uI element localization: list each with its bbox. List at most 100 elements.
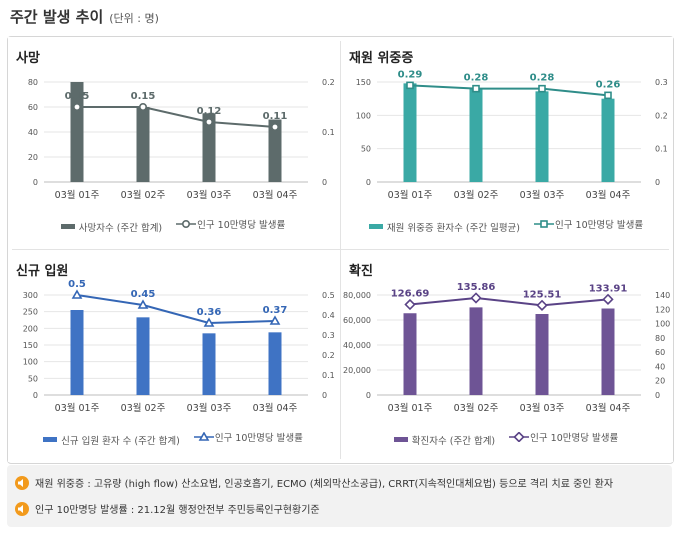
data-label: 0.29 [398, 69, 423, 80]
y-tick-label-left: 300 [23, 291, 38, 300]
y-tick-label-left: 100 [356, 111, 371, 120]
legend-line-swatch [193, 432, 214, 441]
rate-line [409, 84, 609, 97]
line-point [205, 118, 214, 127]
rate-line [77, 106, 276, 128]
legend-line-label: 인구 10만명당 발생률 [555, 220, 644, 231]
bar [535, 91, 549, 182]
legend-line-swatch [534, 220, 555, 228]
data-label: 0.45 [131, 289, 156, 300]
y-tick-label-right: 0.2 [655, 111, 668, 120]
rate-line [409, 296, 609, 307]
y-tick-label-left: 50 [28, 374, 38, 383]
legend-bar-item: 확진자수 (주간 합계) [393, 433, 495, 447]
footnote-text: 재원 위중증 : 고유량 (high flow) 산소요법, 인공호흡기, EC… [35, 479, 614, 490]
bar [601, 308, 615, 395]
line-point [472, 84, 480, 93]
y-tick-label-right: 40 [655, 362, 665, 371]
y-tick-label-right: 0.5 [322, 291, 335, 300]
legend-bar-item: 신규 입원 환자 수 (주간 합계) [43, 433, 180, 447]
speaker-icon [15, 501, 29, 516]
y-tick-label-left: 50 [361, 145, 371, 154]
x-tick-label: 03월 04주 [586, 402, 631, 414]
data-label: 0.12 [197, 106, 222, 117]
y-tick-label-left: 80,000 [343, 291, 371, 300]
legend-line-item: 인구 10만명당 발생률 [175, 217, 285, 231]
chart-legend: 사망자수 (주간 합계) 인구 10만명당 발생률 [8, 217, 338, 234]
line-point [203, 317, 215, 327]
y-tick-label-right: 0.2 [322, 78, 335, 87]
x-tick-label: 03월 02주 [121, 189, 166, 201]
y-tick-label-left: 20 [28, 153, 38, 162]
y-tick-label-left: 20,000 [343, 366, 371, 375]
line-point [604, 91, 612, 100]
x-tick-label: 03월 04주 [253, 189, 298, 201]
page-title: 주간 발생 추이 (단위 : 명) [10, 6, 159, 27]
chart-legend: 신규 입원 환자 수 (주간 합계) 인구 10만명당 발생률 [8, 430, 338, 447]
data-label: 135.86 [457, 282, 496, 293]
data-label: 0.26 [596, 79, 621, 90]
legend-line-swatch [176, 219, 197, 229]
legend-line-marker [513, 432, 525, 442]
legend-line-label: 인구 10만명당 발생률 [214, 433, 303, 444]
y-tick-label-right: 0 [322, 178, 327, 187]
line-point [404, 298, 416, 311]
line-point [270, 123, 279, 132]
divider-horizontal [12, 249, 669, 250]
y-tick-label-left: 60,000 [343, 316, 371, 325]
line-point [470, 292, 482, 304]
legend-line-label: 인구 10만명당 발생률 [197, 220, 286, 231]
y-tick-label-left: 0 [366, 391, 371, 400]
bar [535, 314, 549, 395]
x-tick-label: 03월 02주 [454, 402, 499, 414]
x-tick-label: 03월 03주 [187, 402, 232, 414]
legend-bar-item: 재원 위중증 환자수 (주간 일평균) [368, 220, 520, 234]
legend-line-marker [182, 219, 191, 229]
y-tick-label-right: 100 [655, 320, 670, 329]
data-label: 0.15 [65, 91, 90, 102]
line-point [71, 289, 83, 299]
x-tick-label: 03월 02주 [121, 402, 166, 414]
legend-line-label: 인구 10만명당 발생률 [530, 433, 619, 444]
line-point [137, 299, 149, 309]
y-tick-label-left: 60 [28, 103, 38, 112]
x-tick-label: 03월 04주 [586, 189, 631, 201]
y-tick-label-right: 0.1 [322, 371, 335, 380]
bar [601, 98, 615, 182]
data-label: 0.15 [131, 91, 156, 102]
legend-line-item: 인구 10만명당 발생률 [508, 430, 618, 444]
legend-bar-item: 사망자수 (주간 합계) [60, 220, 162, 234]
y-tick-label-left: 0 [366, 178, 371, 187]
bar [268, 119, 282, 182]
legend-bar-swatch [60, 224, 75, 229]
legend-bar-label: 신규 입원 환자 수 (주간 합계) [61, 435, 180, 447]
speaker-icon [15, 475, 29, 490]
data-label: 0.28 [464, 73, 489, 84]
data-label: 126.69 [391, 289, 430, 300]
x-tick-label: 03월 03주 [187, 189, 232, 201]
y-tick-label-right: 60 [655, 348, 665, 357]
line-point [602, 293, 614, 305]
chart-title: 확진 [349, 264, 373, 279]
legend-bar-swatch [43, 437, 58, 442]
y-tick-label-right: 0 [655, 178, 660, 187]
chart-svg: 0 20,000 40,000 60,000 80,000 0 20 40 60 80 100 120… [343, 282, 670, 414]
charts-container: 사망 0 20 40 60 80 0 0.1 0.2 03월 01주 03월 02주 03월 03주… [7, 36, 674, 464]
data-label: 0.28 [530, 73, 555, 84]
y-tick-label-right: 140 [655, 291, 670, 300]
bar [136, 107, 150, 182]
y-tick-label-right: 0.4 [322, 311, 335, 320]
x-tick-label: 03월 03주 [520, 402, 565, 414]
chart-panel-admissions: 신규 입원 0 50 100 150 200 250 300 0 0.1 0.2 0.3 0.4 0.5… [8, 250, 340, 462]
x-tick-label: 03월 01주 [388, 402, 433, 414]
chart-panel-critical: 재원 위중증 0 50 100 150 0 0.1 0.2 0.3 03월 01주 03월 02주… [341, 37, 673, 249]
legend-line-marker [198, 432, 210, 441]
chart-title: 사망 [16, 51, 40, 66]
x-tick-label: 03월 04주 [253, 402, 298, 414]
footnote-rate: 인구 10만명당 발생률 : 21.12월 행정안전부 주민등록인구현황기준 [15, 501, 320, 516]
line-point [73, 103, 82, 112]
chart-svg: 0 50 100 150 200 250 300 0 0.1 0.2 0.3 0.4 0.5 03월 01… [23, 279, 335, 414]
y-tick-label-right: 0 [322, 391, 327, 400]
y-tick-label-right: 20 [655, 377, 665, 386]
y-tick-label-left: 0 [33, 391, 38, 400]
